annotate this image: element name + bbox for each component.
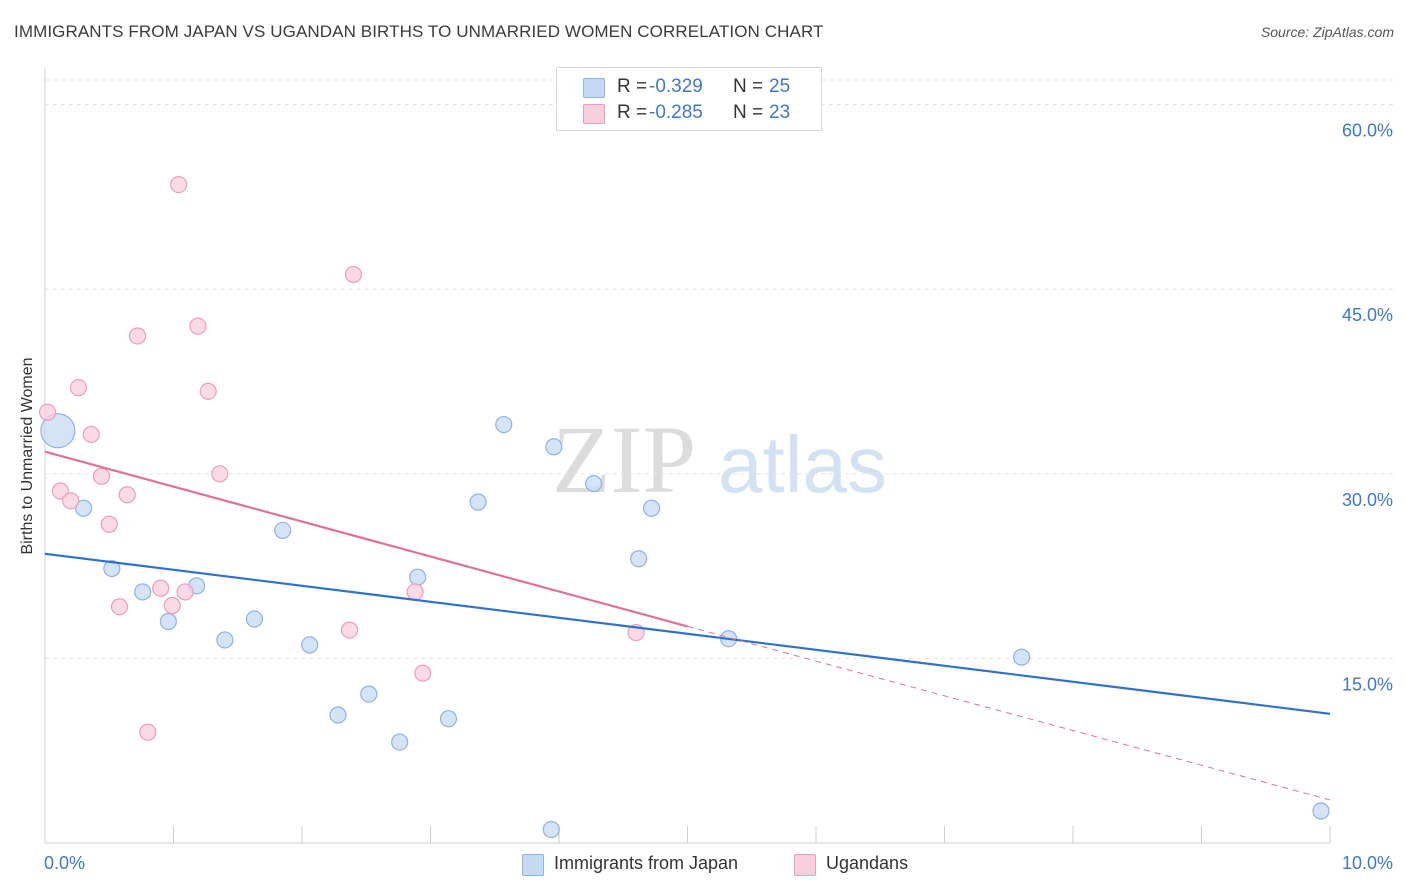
ugandans-point [139,723,157,741]
y-tick-label: 15.0% [1342,674,1393,694]
japan-point [542,820,560,839]
japan-point [159,612,177,631]
y-tick-label: 60.0% [1342,121,1393,141]
japan-point [1312,802,1330,820]
ugandans-point [152,579,170,597]
japan-point [360,685,378,703]
japan-point [301,636,319,654]
ugandans-point [211,465,229,483]
ugandans-trend-extension [687,625,1331,801]
correlation-legend: R = -0.329 N = 25 R = -0.285 N = 23 [556,67,822,131]
chart-title: IMMIGRANTS FROM JAPAN VS UGANDAN BIRTHS … [14,22,824,41]
ugandans-point [100,515,118,533]
series-name: Immigrants from Japan [554,853,739,873]
watermark-atlas: atlas [718,420,887,509]
ugandans-point [189,317,207,335]
ugandans-point [344,265,362,284]
japan-point [469,493,487,511]
series-name: Ugandans [826,853,909,873]
ugandans-point [38,403,57,421]
japan-point [103,559,121,578]
legend-r-value: -0.285 [649,102,703,123]
legend-swatch-pink [583,104,605,124]
ugandans-point [199,382,217,400]
japan-point [134,583,152,601]
ugandans-trend-line [44,450,688,628]
japan-point [391,733,409,751]
japan-point [40,413,76,449]
ugandans-point [82,425,100,444]
legend-r-value: -0.329 [649,76,703,97]
japan-point [274,521,292,540]
legend-n-label: N = [733,102,764,123]
ugandans-point [406,583,424,601]
series-swatch-pink [794,854,816,876]
japan-trend-line [44,552,1331,715]
japan-point [585,475,603,493]
ugandans-point [62,492,80,510]
japan-point [545,438,563,456]
ugandans-point [118,486,136,504]
ugandans-point [163,596,181,615]
japan-point [409,568,427,586]
japan-point [1012,648,1031,666]
ugandans-point [128,327,147,345]
ugandans-point [414,664,432,682]
x-tick-label-max: 10.0% [1342,853,1393,873]
japan-point [439,710,458,728]
source-label: Source: ZipAtlas.com [1260,24,1394,40]
watermark-zip: ZIP [552,406,696,513]
legend-swatch-blue [583,78,605,98]
legend-n-value: 23 [769,102,791,123]
ugandans-point [110,598,129,616]
japan-point [216,631,234,649]
ugandans-point [340,621,359,639]
legend-n-value: 25 [769,76,791,97]
ugandans-point [176,583,194,601]
japan-point [329,706,347,724]
ugandans-point [170,176,188,194]
series-swatch-blue [522,854,544,876]
japan-point [630,550,648,568]
x-tick-label-min: 0.0% [44,853,85,873]
legend-n-label: N = [733,76,764,97]
y-tick-label: 45.0% [1342,305,1393,325]
japan-point [495,415,513,434]
ugandans-point [69,379,88,397]
y-tick-label: 30.0% [1342,490,1393,510]
ugandans-point [92,467,111,485]
legend-r-label: R = [617,76,648,97]
japan-point [245,610,264,628]
japan-point [642,499,661,517]
japan-point [74,499,93,517]
legend-r-label: R = [617,102,648,123]
